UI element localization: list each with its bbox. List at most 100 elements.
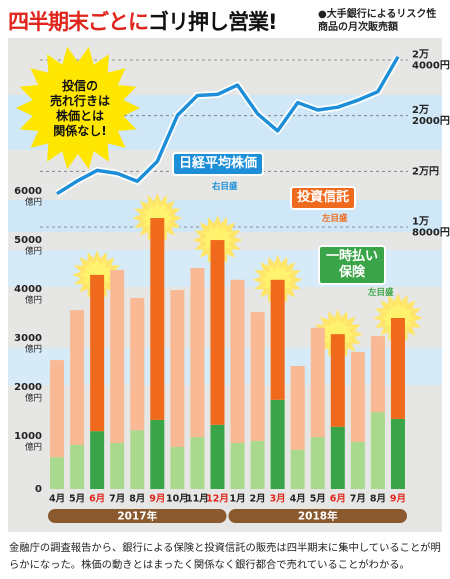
- bar: [250, 312, 265, 441]
- x-tick-label: 6月: [330, 494, 346, 505]
- callout-burst: [16, 46, 140, 170]
- line: [56, 55, 400, 196]
- title-part: 四半期末ごとに: [8, 10, 149, 34]
- y-unit: 億円: [25, 246, 42, 257]
- y-unit: 億円: [25, 393, 42, 404]
- bar: [110, 442, 125, 489]
- y-unit: 億円: [25, 442, 42, 453]
- y2-tick-label: 4000円: [412, 60, 450, 72]
- bar: [110, 269, 125, 443]
- title-part: ゴリ押し営業!: [148, 10, 278, 34]
- bar: [130, 430, 145, 489]
- bar: [190, 437, 205, 489]
- bar: [310, 437, 325, 489]
- axis-note: 左目盛: [322, 214, 348, 224]
- subtitle: ●大手銀行によるリスク性 商品の月次販売額: [318, 8, 450, 34]
- year-bar: [48, 509, 227, 523]
- bar: [270, 279, 285, 400]
- y-unit: 億円: [25, 295, 42, 306]
- bar: [70, 310, 85, 445]
- legend-label: 投資信託: [290, 186, 357, 210]
- bar: [390, 418, 405, 489]
- x-tick-label: 3月: [270, 494, 286, 505]
- y2-tick-label: 8000円: [412, 227, 450, 239]
- annotation-line: 関係なし!: [53, 123, 106, 138]
- bar: [350, 441, 365, 489]
- y2-tick-label: 2万円: [412, 165, 439, 177]
- axis-note: 右目盛: [212, 182, 238, 192]
- annotation-line: 売れ行きは: [50, 93, 110, 108]
- y2-tick-label: 1万: [412, 216, 429, 228]
- y-tick-label: 5000: [14, 235, 42, 246]
- bar: [150, 419, 165, 489]
- bar: [290, 366, 305, 450]
- annotation-line: 株価とは: [56, 108, 104, 123]
- bar: [170, 290, 185, 447]
- x-tick-label: 2月: [250, 494, 266, 505]
- bar: [130, 297, 145, 431]
- x-tick-label: 7月: [109, 494, 125, 505]
- bar: [150, 218, 165, 420]
- x-tick-label: 5月: [310, 494, 326, 505]
- bar: [370, 336, 385, 413]
- x-tick-label: 11月: [186, 494, 209, 505]
- bar: [290, 449, 305, 489]
- y-tick-label: 0: [35, 484, 42, 495]
- bar: [250, 440, 265, 489]
- bar: [210, 424, 225, 489]
- x-tick-label: 4月: [290, 494, 306, 505]
- x-tick-label: 9月: [149, 494, 165, 505]
- title: 四半期末ごとにゴリ押し営業!: [8, 6, 278, 36]
- bar: [210, 240, 225, 425]
- x-tick-label: 8月: [370, 494, 386, 505]
- y-unit: 億円: [25, 344, 42, 355]
- x-tick-label: 7月: [350, 494, 366, 505]
- x-tick-label: 5月: [69, 494, 85, 505]
- bar: [230, 442, 245, 489]
- x-tick-label: 10月: [166, 494, 189, 505]
- bar: [230, 279, 245, 443]
- caption: 金融庁の調査報告から、銀行による保険と投資信託の販売は四半期末に集中していること…: [9, 542, 441, 571]
- year-label: 2017年: [117, 510, 157, 523]
- y2-tick-label: 2000円: [412, 115, 450, 127]
- x-tick-label: 9月: [390, 494, 406, 505]
- y-tick-label: 1000: [14, 431, 42, 442]
- y-tick-label: 4000: [14, 284, 42, 295]
- x-tick-label: 1月: [229, 494, 245, 505]
- x-tick-label: 4月: [49, 494, 65, 505]
- x-tick-label: 6月: [89, 494, 105, 505]
- bar: [370, 412, 385, 489]
- y2-tick-label: 2万: [412, 49, 429, 61]
- bar: [330, 426, 345, 489]
- bar: [90, 274, 105, 432]
- bar: [170, 446, 185, 489]
- burst: [141, 202, 174, 234]
- x-tick-label: 12月: [206, 494, 229, 505]
- bar: [270, 399, 285, 489]
- bar: [190, 268, 205, 438]
- y2-tick-label: 2万: [412, 104, 429, 116]
- legend-label: 一時払い保険: [318, 245, 386, 285]
- y-unit: 億円: [25, 197, 42, 208]
- bar: [70, 444, 85, 489]
- x-tick-label: 8月: [129, 494, 145, 505]
- year-bar: [228, 509, 407, 523]
- bar: [310, 327, 325, 438]
- y-tick-label: 2000: [14, 382, 42, 393]
- y-tick-label: 3000: [14, 333, 42, 344]
- subtitle-line: ●大手銀行によるリスク性: [318, 9, 437, 20]
- axis-note: 左目盛: [368, 288, 394, 298]
- y-tick-label: 6000: [14, 186, 42, 197]
- bar: [90, 431, 105, 489]
- bar: [390, 317, 405, 419]
- bar: [50, 457, 65, 489]
- subtitle-line: 商品の月次販売額: [318, 22, 398, 33]
- annotation-line: 投信の: [62, 78, 98, 93]
- bar: [50, 360, 65, 458]
- annotation: 投信の売れ行きは株価とは関係なし!: [50, 78, 110, 138]
- year-label: 2018年: [298, 510, 338, 523]
- bar: [350, 351, 365, 442]
- bar: [330, 334, 345, 427]
